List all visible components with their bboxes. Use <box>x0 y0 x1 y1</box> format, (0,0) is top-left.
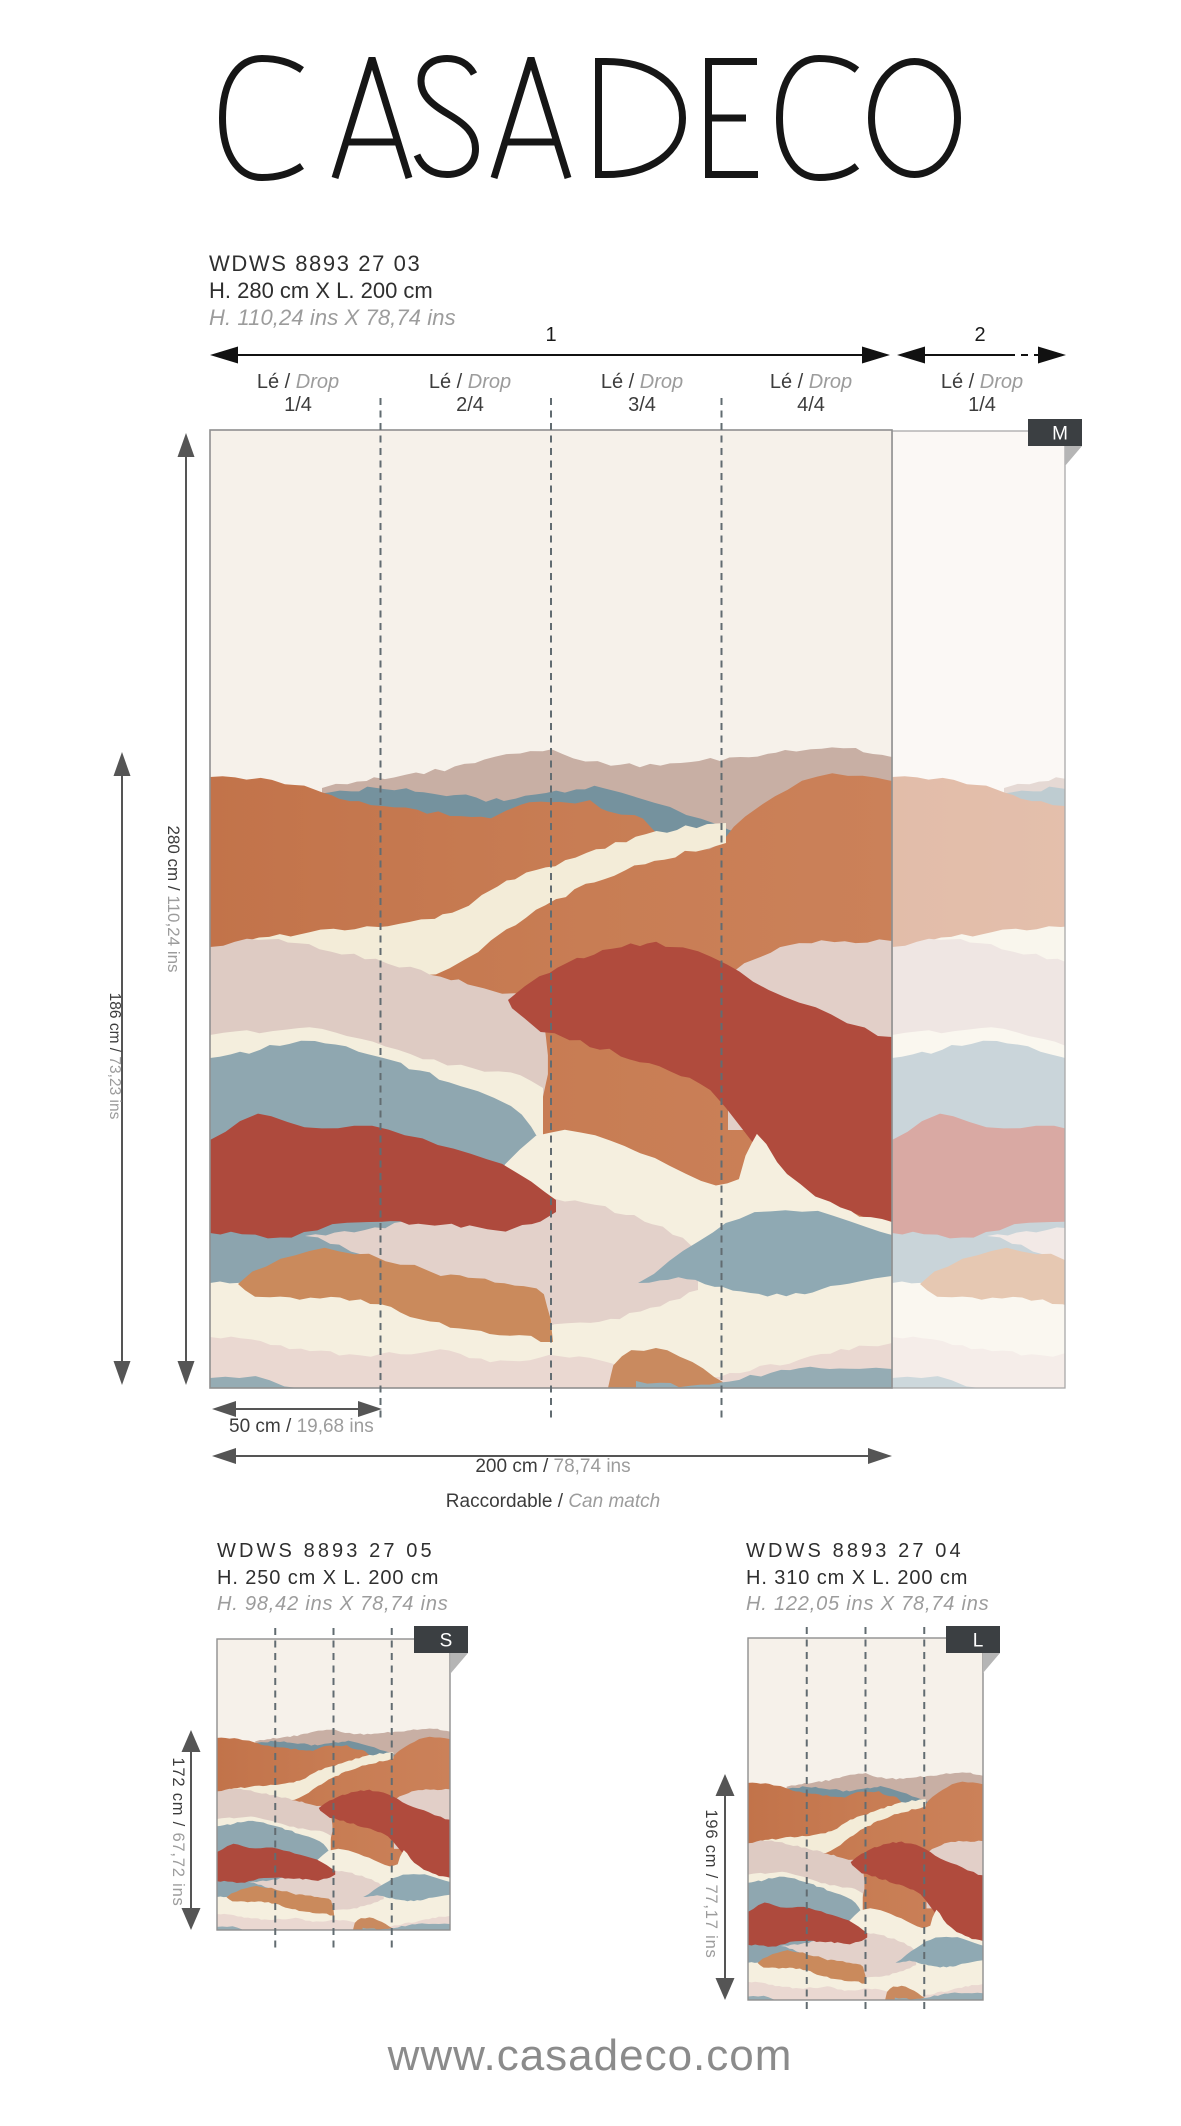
svg-text:Raccordable / Can match: Raccordable / Can match <box>446 1491 660 1512</box>
svg-text:H. 310 cm X L. 200 cm: H. 310 cm X L. 200 cm <box>746 1567 968 1589</box>
svg-text:L: L <box>973 1631 984 1652</box>
svg-text:1/4: 1/4 <box>284 394 312 416</box>
svg-text:M: M <box>1052 424 1068 445</box>
svg-text:WDWS 8893 27 04: WDWS 8893 27 04 <box>746 1540 964 1562</box>
svg-text:196 cm / 77,17 ins: 196 cm / 77,17 ins <box>702 1809 720 1958</box>
svg-text:280 cm / 110,24 ins: 280 cm / 110,24 ins <box>164 825 183 972</box>
svg-text:Lé / Drop: Lé / Drop <box>257 371 339 393</box>
svg-text:3/4: 3/4 <box>628 394 656 416</box>
svg-text:Lé / Drop: Lé / Drop <box>601 371 683 393</box>
svg-text:4/4: 4/4 <box>797 394 825 416</box>
svg-text:H. 250 cm X L. 200 cm: H. 250 cm X L. 200 cm <box>217 1567 439 1589</box>
svg-text:1/4: 1/4 <box>968 394 996 416</box>
svg-text:172 cm / 67,72 ins: 172 cm / 67,72 ins <box>169 1757 187 1906</box>
svg-text:WDWS 8893 27 03: WDWS 8893 27 03 <box>209 251 421 276</box>
svg-text:H. 98,42 ins X 78,74 ins: H. 98,42 ins X 78,74 ins <box>217 1593 449 1615</box>
svg-text:Lé / Drop: Lé / Drop <box>429 371 511 393</box>
svg-text:H. 280 cm X L. 200 cm: H. 280 cm X L. 200 cm <box>209 278 433 303</box>
svg-text:2/4: 2/4 <box>456 394 484 416</box>
svg-text:H. 110,24 ins X 78,74 ins: H. 110,24 ins X 78,74 ins <box>209 305 456 330</box>
svg-text:186 cm / 73,23 ins: 186 cm / 73,23 ins <box>106 993 123 1120</box>
svg-text:Lé / Drop: Lé / Drop <box>770 371 852 393</box>
svg-text:www.casadeco.com: www.casadeco.com <box>387 2031 793 2080</box>
svg-text:1: 1 <box>545 324 556 346</box>
svg-text:S: S <box>440 1631 453 1652</box>
svg-text:H. 122,05 ins X 78,74 ins: H. 122,05 ins X 78,74 ins <box>746 1593 989 1615</box>
svg-text:50 cm / 19,68 ins: 50 cm / 19,68 ins <box>229 1416 374 1437</box>
svg-text:WDWS 8893 27 05: WDWS 8893 27 05 <box>217 1540 435 1562</box>
svg-text:2: 2 <box>974 324 985 346</box>
svg-text:Lé / Drop: Lé / Drop <box>941 371 1023 393</box>
svg-text:200 cm / 78,74 ins: 200 cm / 78,74 ins <box>475 1456 630 1477</box>
